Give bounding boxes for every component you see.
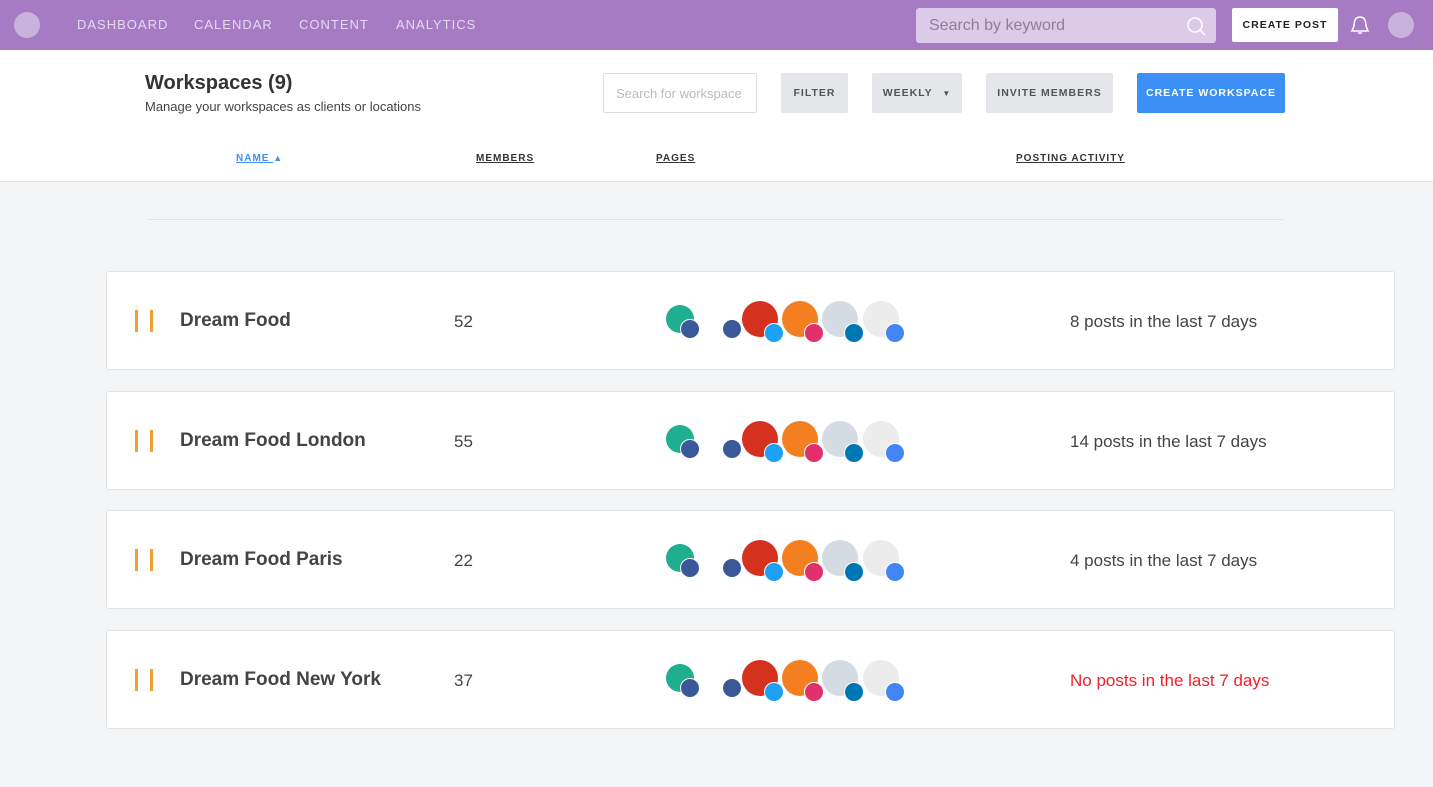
page-icon bbox=[708, 664, 742, 698]
page-header: Workspaces (9) Manage your workspaces as… bbox=[0, 50, 1433, 182]
network-badge bbox=[722, 319, 742, 339]
search-placeholder: Search for workspace bbox=[616, 86, 742, 101]
network-badge bbox=[804, 443, 824, 463]
nav-item[interactable]: ANALYTICS bbox=[396, 17, 477, 32]
network-badge bbox=[764, 562, 784, 582]
page-icon bbox=[822, 421, 864, 463]
workspace-row[interactable]: Dream Food 52 8 posts in the last 7 days bbox=[106, 271, 1395, 370]
network-badge bbox=[680, 319, 700, 339]
page-icon bbox=[822, 301, 864, 343]
period-dropdown[interactable]: WEEKLY ▼ bbox=[872, 73, 962, 113]
nav-item[interactable]: CONTENT bbox=[299, 17, 369, 32]
page-icon bbox=[822, 540, 864, 582]
network-badge bbox=[722, 678, 742, 698]
workspace-name: Dream Food New York bbox=[180, 669, 381, 690]
page-icon bbox=[782, 540, 824, 582]
workspace-name: Dream Food Paris bbox=[180, 549, 343, 570]
create-workspace-button[interactable]: CREATE WORKSPACE bbox=[1137, 73, 1285, 113]
workspace-icon bbox=[135, 669, 153, 691]
posting-activity: 8 posts in the last 7 days bbox=[1070, 312, 1258, 331]
member-count: 22 bbox=[454, 551, 473, 570]
page-icon bbox=[782, 301, 824, 343]
workspace-row[interactable]: Dream Food New York 37 No posts in the las… bbox=[106, 630, 1395, 729]
logo[interactable] bbox=[14, 12, 40, 38]
page-icon bbox=[708, 305, 742, 339]
workspace-icon bbox=[135, 430, 153, 452]
column-header[interactable]: MEMBERS bbox=[476, 153, 535, 164]
network-badge bbox=[804, 562, 824, 582]
search-placeholder: Search by keyword bbox=[929, 17, 1066, 34]
workspace-name: Dream Food bbox=[180, 310, 291, 331]
network-badge bbox=[885, 323, 905, 343]
workspace-row[interactable]: Dream Food London 55 14 posts in the last … bbox=[106, 391, 1395, 490]
posting-activity: 4 posts in the last 7 days bbox=[1070, 551, 1258, 570]
nav-item[interactable]: DASHBOARD bbox=[77, 17, 169, 32]
network-badge bbox=[722, 439, 742, 459]
network-badge bbox=[844, 443, 864, 463]
page-title: Workspaces (9) bbox=[145, 72, 293, 94]
network-badge bbox=[844, 682, 864, 702]
page-icon bbox=[742, 660, 784, 702]
page-icon bbox=[863, 660, 905, 702]
network-badge bbox=[844, 562, 864, 582]
page-icon bbox=[666, 305, 700, 339]
network-badge bbox=[804, 682, 824, 702]
page-icon bbox=[863, 540, 905, 582]
filter-button[interactable]: FILTER bbox=[781, 73, 848, 113]
workspace-icon bbox=[135, 549, 153, 571]
network-badge bbox=[680, 678, 700, 698]
page-icon bbox=[782, 421, 824, 463]
page-icon bbox=[742, 540, 784, 582]
posting-activity: No posts in the last 7 days bbox=[1070, 671, 1270, 690]
column-label: NAME bbox=[236, 153, 270, 164]
page-icon bbox=[822, 660, 864, 702]
divider bbox=[148, 219, 1283, 220]
create-post-button[interactable]: CREATE POST bbox=[1232, 8, 1338, 42]
page-icon bbox=[782, 660, 824, 702]
posting-activity: 14 posts in the last 7 days bbox=[1070, 432, 1267, 451]
nav-item[interactable]: CALENDAR bbox=[194, 17, 273, 32]
page-icon bbox=[708, 544, 742, 578]
workspace-row[interactable]: Dream Food Paris 22 4 posts in the last 7 … bbox=[106, 510, 1395, 609]
network-badge bbox=[722, 558, 742, 578]
workspace-search[interactable]: Search for workspace bbox=[603, 73, 757, 113]
column-header[interactable]: NAME ▲ bbox=[236, 153, 284, 164]
page-subtitle: Manage your workspaces as clients or loc… bbox=[145, 99, 422, 114]
network-badge bbox=[764, 682, 784, 702]
network-badge bbox=[885, 443, 905, 463]
workspace-name: Dream Food London bbox=[180, 430, 366, 451]
invite-button[interactable]: INVITE MEMBERS bbox=[986, 73, 1113, 113]
network-badge bbox=[804, 323, 824, 343]
member-count: 37 bbox=[454, 671, 473, 690]
page-icon bbox=[742, 421, 784, 463]
page-icon bbox=[666, 425, 700, 459]
search-box[interactable]: Search by keyword bbox=[916, 8, 1216, 43]
bell-icon[interactable] bbox=[1350, 15, 1370, 37]
column-header[interactable]: PAGES bbox=[656, 153, 696, 164]
page-icon bbox=[863, 301, 905, 343]
network-badge bbox=[885, 562, 905, 582]
period-label: WEEKLY bbox=[882, 87, 933, 99]
workspace-icon bbox=[135, 310, 153, 332]
avatar[interactable] bbox=[1388, 12, 1414, 38]
network-badge bbox=[844, 323, 864, 343]
page-icon bbox=[708, 425, 742, 459]
page-icon bbox=[742, 301, 784, 343]
network-badge bbox=[680, 558, 700, 578]
member-count: 52 bbox=[454, 312, 473, 331]
page-icon bbox=[666, 664, 700, 698]
column-header[interactable]: POSTING ACTIVITY bbox=[1016, 153, 1125, 164]
network-badge bbox=[764, 323, 784, 343]
top-nav: DASHBOARD CALENDAR CONTENT ANALYTICS Sea… bbox=[0, 0, 1433, 50]
search-icon bbox=[1187, 17, 1206, 36]
member-count: 55 bbox=[454, 432, 473, 451]
network-badge bbox=[680, 439, 700, 459]
page-icon bbox=[666, 544, 700, 578]
page-icon bbox=[863, 421, 905, 463]
network-badge bbox=[764, 443, 784, 463]
network-badge bbox=[885, 682, 905, 702]
